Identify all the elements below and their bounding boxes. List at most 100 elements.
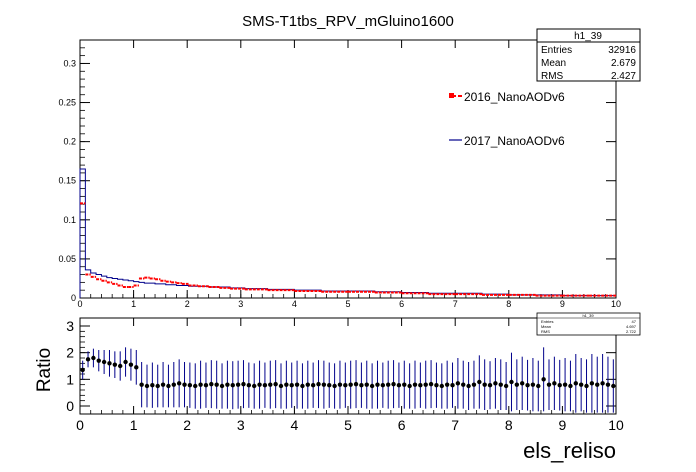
ratio-point [225,382,230,387]
ratio-point [176,381,182,386]
ratio-point [386,382,391,387]
top-ytick-label: 0.1 [63,215,76,225]
ratio-point [310,383,316,388]
top-xtick-label: 9 [560,299,565,309]
legend-label-2017: 2017_NanoAODv6 [464,134,565,148]
ratio-point [595,382,600,387]
ratio-point [123,359,128,365]
bottom-xtick-label: 3 [237,417,245,433]
ratio-point [316,381,321,387]
ratio-point [461,382,466,387]
top-plot-frame [79,39,617,299]
stats-value-entries: 32916 [608,45,636,56]
top-ytick-label: 0.25 [58,98,76,108]
ratio-point [321,382,327,387]
ratio-point [369,383,375,389]
ratio-point [487,383,493,388]
stats-value-mean: 2.679 [611,58,636,69]
top-ytick-label: 0.2 [63,137,76,147]
top-xtick-label: 3 [238,299,243,309]
ratio-point [150,383,155,388]
bottom-ytick-label: 2 [66,345,74,361]
ratio-point [262,383,268,388]
ratio-point [402,382,407,387]
ratio-point [573,381,578,386]
stats-label-entries: Entries [541,45,572,56]
bottom-xtick-label: 0 [76,417,84,433]
ratio-point [562,382,568,387]
ratio-point [525,383,530,388]
ratio-stats-value-rms: 2.722 [626,329,637,334]
ratio-stats-label-mean: Mean [541,324,551,329]
bottom-xtick-label: 4 [291,417,299,433]
ratio-point [214,382,219,387]
ratio-point [428,381,434,387]
ratio-point [423,382,428,387]
ratio-point [252,383,257,389]
ratio-point [193,383,198,389]
bottom-ytick-label: 3 [66,318,74,334]
legend: 2016_NanoAODv6 2017_NanoAODv6 [449,90,565,148]
ratio-point [209,381,214,387]
bottom-xtick-label: 5 [344,417,352,433]
ratio-point [327,383,332,388]
ratio-point [107,361,112,366]
ratio-point [268,382,273,387]
top-xtick-label: 2 [185,299,190,309]
ratio-point [246,383,252,388]
top-xtick-label: 0 [77,299,82,309]
ratio-point [353,381,359,387]
ratio-point [235,382,241,387]
bottom-xtick-label: 2 [183,417,191,433]
ratio-point [187,383,193,388]
bottom-xtick-label: 8 [505,417,513,433]
ratio-stats-label-rms: RMS [541,329,550,334]
ratio-point [343,383,348,388]
top-ytick-label: 0.15 [58,176,76,186]
ratio-point [546,382,552,387]
ratio-point [364,382,369,387]
ratio-point [348,382,353,387]
top-xtick-label: 5 [345,299,350,309]
ratio-point [418,383,423,388]
ratio-point [498,382,503,387]
stats-box: h1_39 Entries 32916 Mean 2.679 RMS 2.427 [536,28,641,82]
ratio-point [80,367,85,373]
ratio-point [284,382,289,387]
ratio-stats-label-entries: Entries [541,319,553,324]
bottom-ytick-label: 0 [66,398,74,414]
ratio-stats-value-mean: 4.697 [626,324,637,329]
top-ytick-label: 0.3 [63,58,76,68]
ratio-point [530,382,536,387]
ratio-point [139,382,144,387]
ratio-point [85,357,91,362]
ratio-point [407,383,412,389]
bottom-series [80,347,616,413]
stats-label-mean: Mean [541,58,566,69]
stats-label-rms: RMS [541,71,564,82]
bottom-panel: 0 1 2 3 0 1 2 3 4 5 6 7 8 9 10 [66,317,624,433]
ratio-point [482,382,487,387]
ratio-point [444,382,450,387]
ratio-point [391,381,396,387]
ratio-point [241,381,246,387]
ratio-stats-box: h1_39 Entries 47 Mean 4.697 RMS 2.722 [536,312,641,336]
bottom-xtick-label: 10 [608,417,624,433]
bottom-xtick-label: 1 [130,417,138,433]
ratio-point [294,382,300,387]
top-xtick-label: 8 [506,299,511,309]
ratio-stats-name: h1_39 [582,313,594,318]
ratio-point [466,383,471,389]
ratio-point [541,377,546,382]
bottom-ytick-label: 1 [66,371,74,387]
ratio-point [203,383,209,388]
ratio-point [578,382,584,387]
ratio-point [118,363,123,369]
ratio-point [182,382,187,387]
ratio-point [477,379,482,385]
ratio-point [375,382,380,387]
ratio-point [584,383,589,389]
legend-label-2016: 2016_NanoAODv6 [464,90,565,104]
ratio-point [289,383,294,388]
ratio-point [160,382,166,387]
